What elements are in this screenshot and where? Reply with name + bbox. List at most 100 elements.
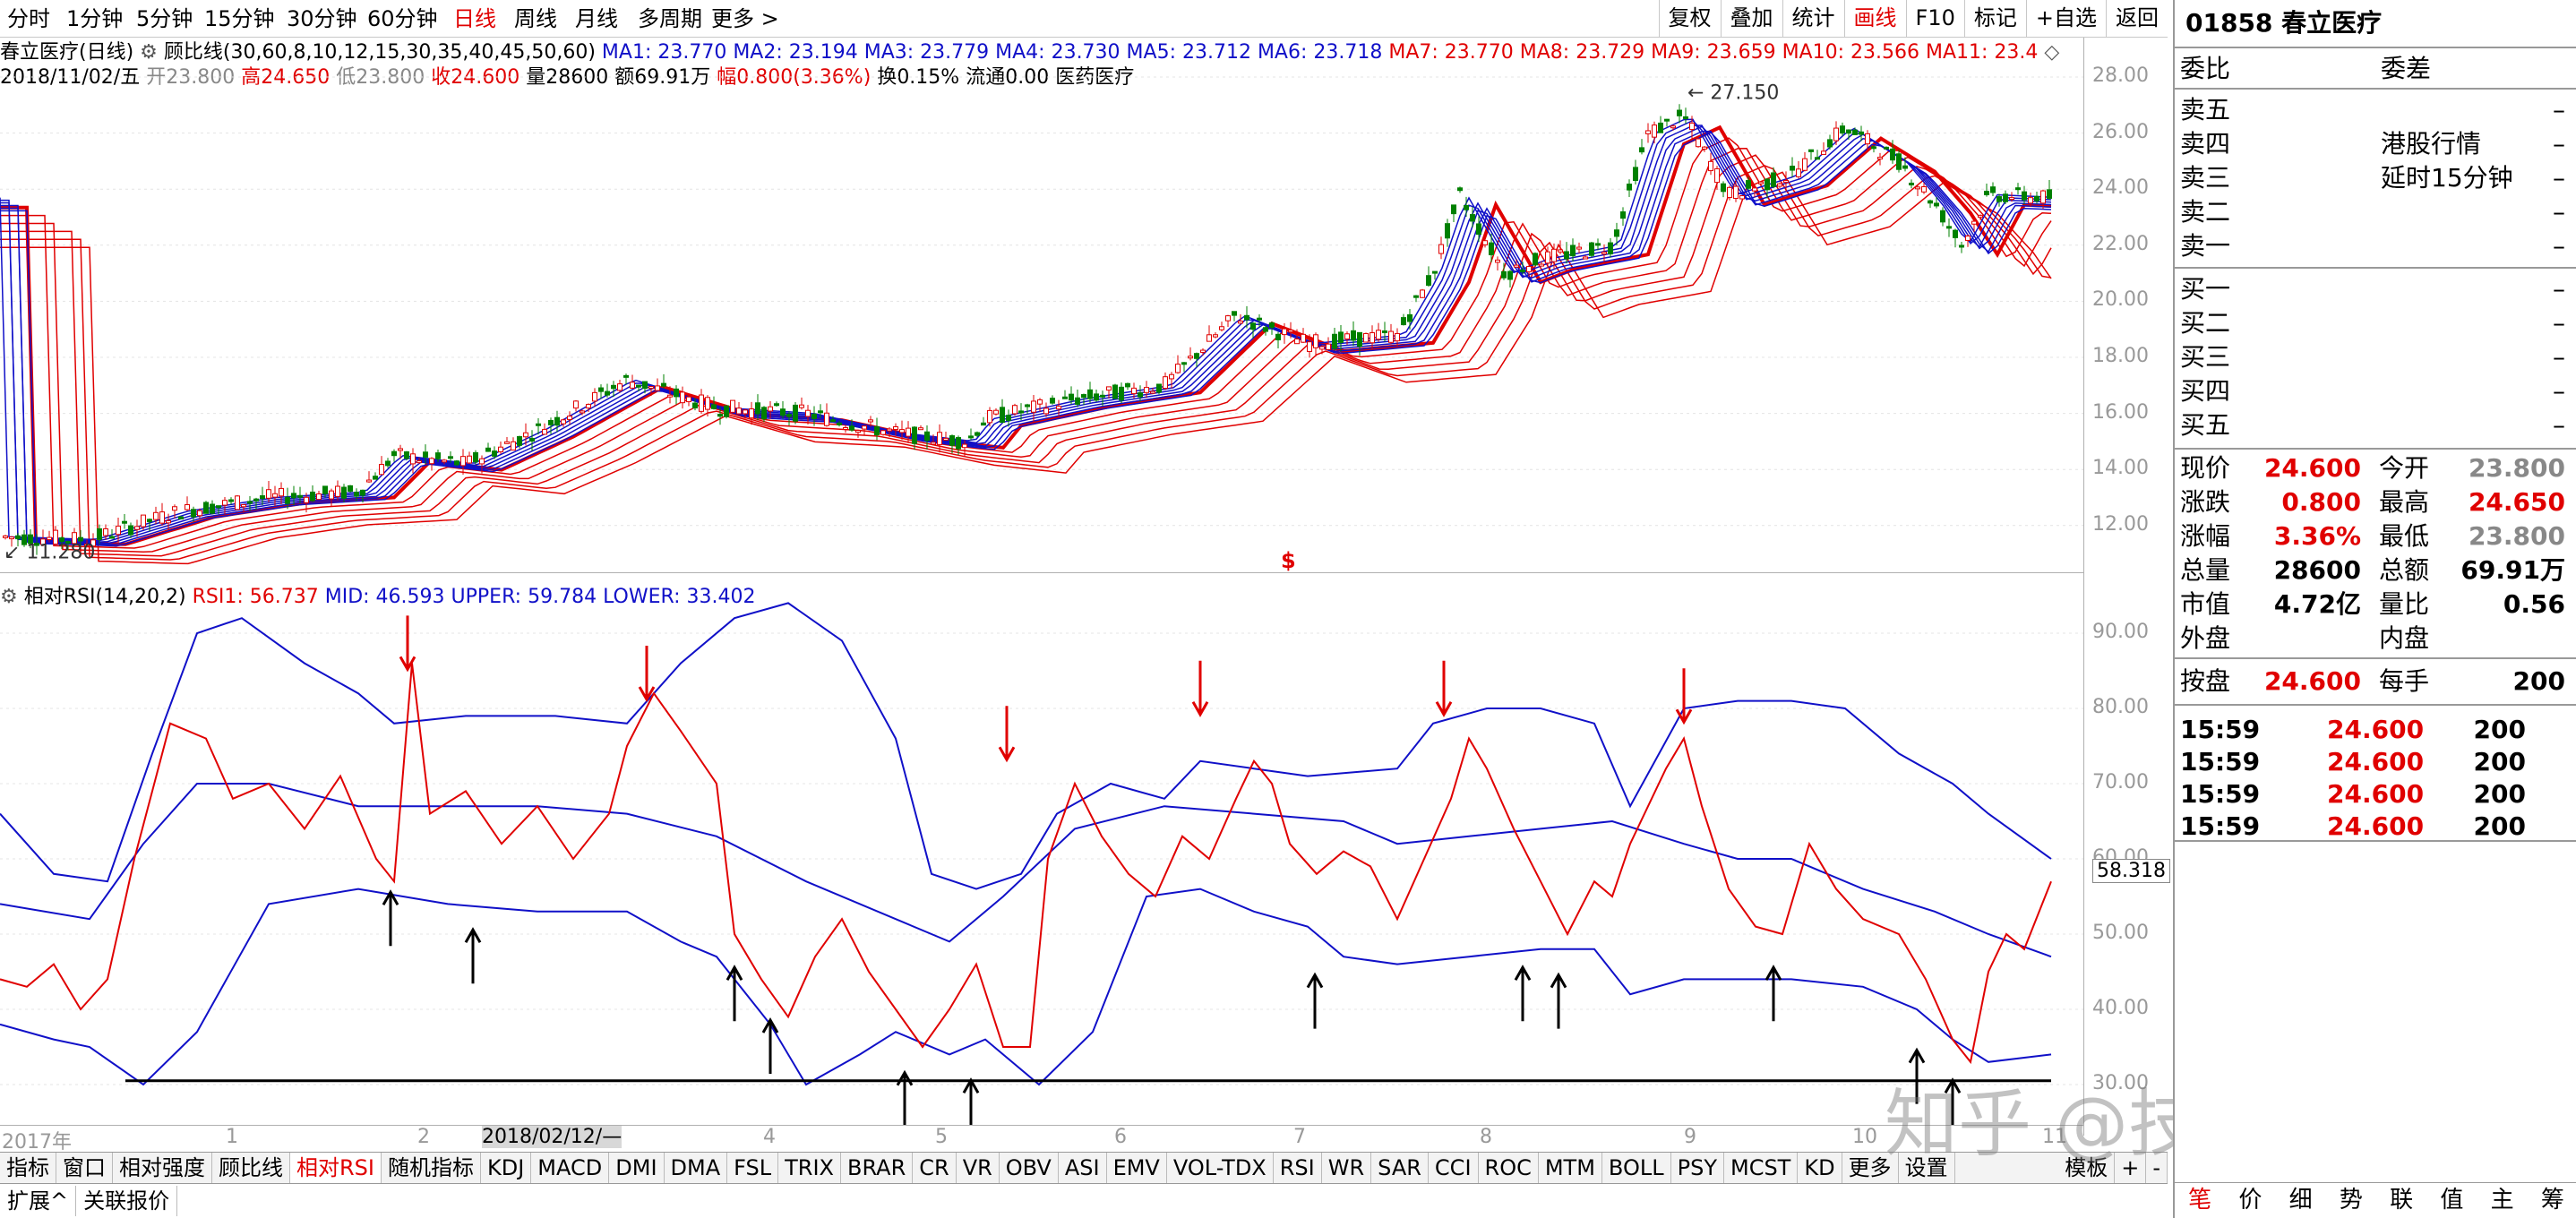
- candle-body: [1163, 376, 1168, 390]
- indicator-tab[interactable]: DMA: [665, 1153, 728, 1183]
- period-tab[interactable]: 更多 >: [711, 6, 779, 31]
- indicator-tab[interactable]: VOL-TDX: [1167, 1153, 1274, 1183]
- template-button[interactable]: -: [2146, 1153, 2168, 1183]
- panel-tab[interactable]: 势: [2339, 1187, 2363, 1214]
- period-tab[interactable]: 月线: [575, 6, 618, 31]
- indicator-tab[interactable]: MACD: [531, 1153, 610, 1183]
- period-tab[interactable]: 多周期: [638, 6, 702, 31]
- toolbar-button[interactable]: +自选: [2025, 0, 2106, 38]
- toolbar-button[interactable]: 统计: [1782, 0, 1844, 38]
- settings-icon[interactable]: ⚙: [140, 41, 164, 64]
- candle-body: [655, 385, 660, 391]
- indicator-tab[interactable]: 随机指标: [382, 1153, 481, 1183]
- diamond-icon[interactable]: ◇: [2044, 41, 2060, 64]
- toolbar-button[interactable]: 复权: [1658, 0, 1721, 38]
- panel-tab[interactable]: 细: [2288, 1187, 2313, 1214]
- date-label: 9: [1684, 1126, 1696, 1148]
- period-tab[interactable]: 15分钟: [204, 6, 275, 31]
- dividend-marker[interactable]: $: [1281, 548, 1296, 573]
- candle-body: [743, 409, 748, 415]
- candle-body: [1746, 180, 1751, 189]
- indicator-tab[interactable]: 顾比线: [212, 1153, 290, 1183]
- indicator-tab[interactable]: 指标: [0, 1153, 56, 1183]
- indicator-tab[interactable]: OBV: [1000, 1153, 1059, 1183]
- indicator-tab[interactable]: BRAR: [841, 1153, 914, 1183]
- indicator-tab[interactable]: CCI: [1429, 1153, 1479, 1183]
- candle-body: [805, 409, 811, 417]
- indicator-tab[interactable]: 更多: [1842, 1153, 1899, 1183]
- candle-body: [172, 506, 177, 511]
- ma-value: MA1: 23.770: [601, 41, 734, 64]
- candle-body: [1464, 205, 1469, 210]
- panel-tab[interactable]: 价: [2238, 1187, 2263, 1214]
- candle-body: [636, 384, 641, 388]
- indicator-tab[interactable]: 设置: [1899, 1153, 1955, 1183]
- candle-body: [1232, 311, 1237, 316]
- candle-body: [297, 494, 303, 498]
- upper-value: UPPER: 59.784: [451, 586, 597, 608]
- period-tab[interactable]: 60分钟: [367, 6, 438, 31]
- toolbar-button[interactable]: 返回: [2106, 0, 2168, 38]
- settings-icon[interactable]: ⚙: [0, 586, 24, 608]
- toolbar-button[interactable]: F10: [1905, 0, 1964, 38]
- toolbar-button[interactable]: 标记: [1963, 0, 2026, 38]
- sell-value: –: [2553, 231, 2565, 261]
- candle-body: [1558, 249, 1563, 253]
- candle-body: [1175, 364, 1181, 373]
- indicator-tab[interactable]: ASI: [1059, 1153, 1107, 1183]
- indicator-tab[interactable]: TRIX: [778, 1153, 841, 1183]
- indicator-tab[interactable]: SAR: [1371, 1153, 1429, 1183]
- bottom-link[interactable]: 扩展^: [0, 1186, 77, 1216]
- indicator-tab[interactable]: WR: [1322, 1153, 1372, 1183]
- indicator-tab[interactable]: 窗口: [56, 1153, 113, 1183]
- indicator-tab[interactable]: KD: [1798, 1153, 1842, 1183]
- period-tab[interactable]: 30分钟: [287, 6, 357, 31]
- sell-row: 卖一 –: [2175, 229, 2576, 263]
- candle-body: [1884, 146, 1889, 150]
- buy-label: 买二: [2180, 308, 2231, 338]
- candle-body: [385, 460, 391, 467]
- rsi-name[interactable]: 相对RSI(14,20,2): [23, 586, 186, 608]
- period-tab[interactable]: 日线: [453, 6, 496, 31]
- panel-tab[interactable]: 联: [2390, 1187, 2414, 1214]
- panel-tab[interactable]: 筹: [2540, 1187, 2564, 1214]
- rsi-chart[interactable]: [0, 573, 2083, 1125]
- period-tab[interactable]: 周线: [514, 6, 557, 31]
- candle-body: [2022, 191, 2027, 201]
- pane-divider[interactable]: [0, 572, 2083, 573]
- candle-body: [1501, 270, 1507, 279]
- period-tab[interactable]: 分时: [7, 6, 50, 31]
- period-tab[interactable]: 1分钟: [66, 6, 124, 31]
- long-term-ma-line: [0, 154, 2052, 557]
- indicator-tab[interactable]: EMV: [1107, 1153, 1167, 1183]
- rsi-upper-band: [0, 602, 2052, 890]
- template-button[interactable]: +: [2115, 1153, 2147, 1183]
- candle-body: [1445, 223, 1450, 239]
- indicator-tab[interactable]: BOLL: [1602, 1153, 1671, 1183]
- indicator-tab[interactable]: KDJ: [481, 1153, 532, 1183]
- indicator-tab[interactable]: DMI: [609, 1153, 665, 1183]
- indicator-tab[interactable]: ROC: [1479, 1153, 1539, 1183]
- indicator-tab[interactable]: VR: [957, 1153, 1000, 1183]
- candle-body: [1589, 242, 1594, 256]
- template-button[interactable]: 模板: [2058, 1153, 2116, 1183]
- toolbar-button[interactable]: 叠加: [1720, 0, 1782, 38]
- indicator-tab[interactable]: PSY: [1671, 1153, 1724, 1183]
- candle-body: [1928, 200, 1933, 204]
- indicator-name[interactable]: 顾比线(30,60,8,10,12,15,30,35,40,45,50,60): [163, 41, 596, 64]
- candle-body: [1332, 333, 1337, 349]
- indicator-tab[interactable]: RSI: [1274, 1153, 1322, 1183]
- indicator-tab[interactable]: 相对强度: [113, 1153, 212, 1183]
- indicator-tab[interactable]: 相对RSI: [290, 1153, 382, 1183]
- indicator-tab[interactable]: FSL: [727, 1153, 779, 1183]
- panel-tab[interactable]: 笔: [2188, 1187, 2212, 1214]
- panel-tab[interactable]: 值: [2440, 1187, 2464, 1214]
- toolbar-button[interactable]: 画线: [1843, 0, 1906, 38]
- price-chart[interactable]: ← 27.150 ↙ 11.280 $: [0, 38, 2083, 573]
- period-tab[interactable]: 5分钟: [136, 6, 193, 31]
- panel-tab[interactable]: 主: [2490, 1187, 2514, 1214]
- indicator-tab[interactable]: CR: [913, 1153, 957, 1183]
- indicator-tab[interactable]: MTM: [1539, 1153, 1602, 1183]
- bottom-link[interactable]: 关联报价: [76, 1186, 178, 1216]
- indicator-tab[interactable]: MCST: [1724, 1153, 1799, 1183]
